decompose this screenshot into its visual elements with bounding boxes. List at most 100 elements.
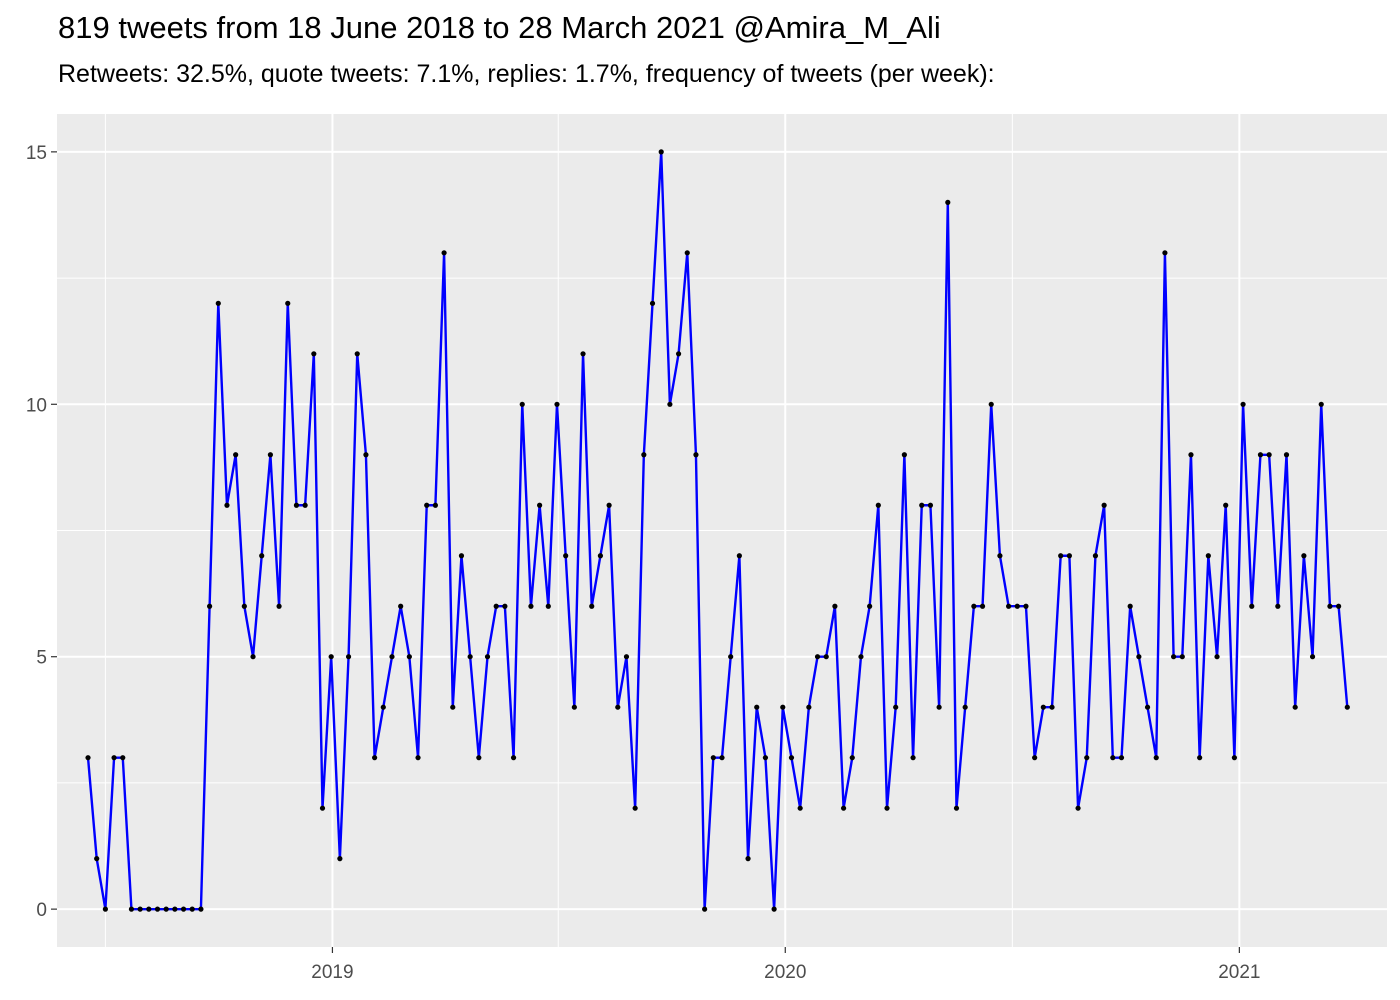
data-point [267, 452, 273, 458]
data-point [502, 603, 508, 609]
data-point [1179, 654, 1185, 660]
data-point [693, 452, 699, 458]
data-point [1344, 704, 1350, 710]
data-point [1110, 755, 1116, 761]
data-point [1153, 755, 1159, 761]
data-point [1032, 755, 1038, 761]
x-tick-label: 2020 [764, 962, 806, 983]
data-point [901, 452, 907, 458]
data-point [632, 805, 638, 811]
data-point [1283, 452, 1290, 458]
data-point [1171, 654, 1177, 660]
data-point [658, 149, 664, 155]
data-point [953, 805, 960, 811]
data-point [1318, 401, 1324, 407]
data-point [276, 603, 282, 609]
data-point [1075, 805, 1081, 811]
data-point [259, 553, 265, 559]
data-point [762, 755, 769, 761]
data-point [337, 856, 343, 862]
data-point [102, 906, 108, 912]
data-point [945, 199, 951, 205]
data-point [840, 805, 847, 811]
data-point [285, 300, 291, 306]
data-point [728, 654, 734, 660]
data-point [476, 755, 482, 761]
data-point [919, 502, 925, 508]
data-point [1257, 452, 1264, 458]
data-point [1205, 553, 1211, 559]
data-point [1023, 603, 1029, 609]
y-axis: 0 5 10 15 [26, 143, 57, 921]
data-point [1223, 502, 1229, 508]
data-point [1301, 553, 1307, 559]
data-point [1266, 452, 1272, 458]
data-point [345, 654, 352, 660]
data-point [1162, 250, 1168, 256]
data-point [988, 401, 994, 407]
data-point [250, 654, 256, 660]
data-point [537, 502, 543, 508]
data-point [1084, 755, 1090, 761]
data-point [936, 704, 942, 710]
data-point [702, 906, 708, 912]
minor-gridlines [57, 114, 1387, 947]
data-point [1240, 401, 1246, 407]
data-point [927, 502, 934, 508]
data-point [719, 755, 725, 761]
x-tick-label: 2019 [311, 962, 353, 983]
data-point [997, 553, 1003, 559]
data-point [875, 502, 881, 508]
data-point [432, 502, 438, 508]
data-point [363, 452, 369, 458]
data-point [623, 654, 630, 660]
data-point [85, 755, 91, 761]
data-point [1127, 603, 1133, 609]
data-point [380, 704, 386, 710]
y-tick-label: 5 [36, 648, 47, 669]
data-point [1058, 553, 1064, 559]
data-point [545, 603, 551, 609]
data-point [667, 401, 673, 407]
data-point [563, 553, 569, 559]
data-point [467, 654, 473, 660]
data-point [120, 755, 126, 761]
data-point [675, 351, 682, 357]
data-point [1231, 755, 1237, 761]
data-point [1214, 654, 1220, 660]
data-point [233, 452, 239, 458]
data-point [580, 351, 586, 357]
data-point [780, 704, 786, 710]
data-point [1188, 452, 1194, 458]
data-point [736, 553, 742, 559]
data-point [328, 654, 334, 660]
data-point [1249, 603, 1255, 609]
data-point [649, 300, 656, 306]
x-tick-label: 2021 [1218, 962, 1260, 983]
data-point [1066, 553, 1072, 559]
y-tick-label: 10 [26, 395, 47, 416]
data-point [215, 300, 221, 306]
data-point [128, 906, 135, 912]
data-point [207, 603, 213, 609]
data-point [302, 502, 308, 508]
data-point [389, 654, 395, 660]
data-point [867, 603, 873, 609]
data-point [180, 906, 187, 912]
series-points-group [85, 149, 1350, 912]
data-point [1144, 704, 1151, 710]
data-point [1336, 603, 1342, 609]
data-point [406, 654, 412, 660]
data-point [1014, 603, 1020, 609]
data-point [1040, 704, 1046, 710]
data-point [979, 603, 986, 609]
y-tick-label: 15 [26, 143, 47, 164]
x-axis: 2019 2020 2021 [311, 947, 1261, 983]
data-point [372, 755, 378, 761]
data-point [615, 704, 621, 710]
data-point [441, 250, 447, 256]
data-point [1197, 755, 1203, 761]
data-point [137, 906, 143, 912]
data-point [849, 755, 855, 761]
data-point [510, 755, 517, 761]
